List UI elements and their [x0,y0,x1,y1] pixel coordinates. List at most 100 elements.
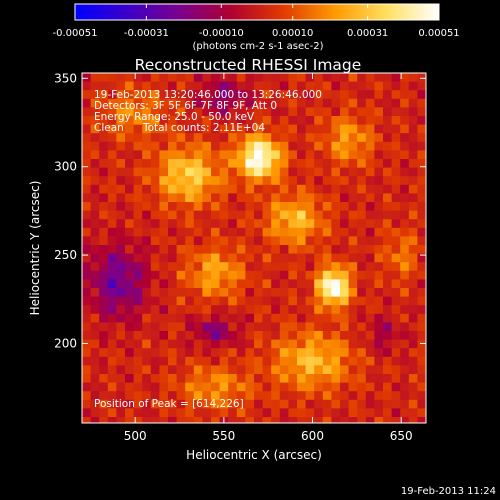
heatmap-cell [219,159,229,169]
heatmap-cell [219,150,229,160]
heatmap-cell [211,227,221,237]
heatmap-cell [116,167,126,177]
heatmap-cell [116,116,126,126]
heatmap-cell [193,313,203,323]
heatmap-cell [228,339,238,349]
heatmap-cell [211,107,221,117]
heatmap-cell [142,356,152,366]
heatmap-cell [288,253,298,263]
heatmap-cell [150,374,160,384]
heatmap-cell [262,202,272,212]
heatmap-cell [314,374,324,384]
heatmap-cell [116,408,126,418]
heatmap-cell [417,116,426,126]
heatmap-cell [408,193,418,203]
heatmap-cell [202,90,212,100]
heatmap-cell [417,90,426,100]
heatmap-cell [314,98,324,108]
heatmap-cell [107,90,117,100]
heatmap-cell [116,107,126,117]
heatmap-cell [340,210,350,220]
heatmap-cell [254,417,264,423]
heatmap-cell [279,159,289,169]
heatmap-cell [185,313,195,323]
heatmap-cell [314,227,324,237]
heatmap-cell [219,305,229,315]
heatmap-cell [82,107,92,117]
heatmap-cell [348,313,358,323]
heatmap-cell [142,98,152,108]
heatmap-cell [340,98,350,108]
heatmap-cell [159,391,169,401]
heatmap-cell [297,90,307,100]
heatmap-cell [90,262,100,272]
heatmap-cell [331,150,341,160]
heatmap-cell [176,408,186,418]
heatmap-cell [417,245,426,255]
heatmap-cell [185,365,195,375]
y-tick-label: 250 [54,248,77,262]
heatmap-cell [228,288,238,298]
heatmap-cell [245,176,255,186]
heatmap-cell [228,73,238,83]
heatmap-cell [125,236,135,246]
heatmap-cell [348,348,358,358]
heatmap-cell [365,262,375,272]
heatmap-cell [305,167,315,177]
heatmap-cell [365,141,375,151]
heatmap-cell [357,81,367,91]
y-tick-label: 350 [54,71,77,85]
heatmap-cell [400,408,410,418]
heatmap-cell [288,288,298,298]
heatmap-cell [365,159,375,169]
colorbar-tick-label: -0.00051 [53,28,98,39]
heatmap-cell [202,141,212,151]
heatmap-cell [331,81,341,91]
heatmap-cell [365,356,375,366]
heatmap-cell [228,408,238,418]
heatmap-cell [348,339,358,349]
heatmap-cell [279,348,289,358]
heatmap-cell [271,176,281,186]
heatmap-cell [168,167,178,177]
heatmap-cell [365,296,375,306]
heatmap-cell [90,141,100,151]
heatmap-cell [211,133,221,143]
heatmap-cell [391,408,401,418]
heatmap-cell [417,159,426,169]
heatmap-cell [254,90,264,100]
heatmap-cell [322,107,332,117]
heatmap-cell [116,348,126,358]
heatmap-cell [417,219,426,229]
heatmap-cell [82,90,92,100]
heatmap-cell [168,150,178,160]
heatmap-cell [417,305,426,315]
heatmap-cell [185,167,195,177]
heatmap-cell [176,279,186,289]
heatmap-cell [340,288,350,298]
heatmap-cell [297,253,307,263]
heatmap-cell [228,227,238,237]
heatmap-cell [383,356,393,366]
heatmap-cell [254,81,264,91]
heatmap-cell [168,305,178,315]
heatmap-cell [99,262,109,272]
heatmap-cell [374,90,384,100]
heatmap-cell [90,150,100,160]
heatmap-cell [211,408,221,418]
heatmap-cell [150,270,160,280]
heatmap-cell [348,288,358,298]
heatmap-cell [176,73,186,83]
info-time-range: 19-Feb-2013 13:20:46.000 to 13:26:46.000 [94,89,322,101]
heatmap-cell [125,107,135,117]
heatmap-cell [125,202,135,212]
heatmap-cell [176,124,186,134]
heatmap-cell [219,382,229,392]
heatmap-cell [305,159,315,169]
heatmap-cell [331,382,341,392]
heatmap-cell [374,81,384,91]
heatmap-cell [125,348,135,358]
heatmap-cell [211,356,221,366]
heatmap-cell [228,219,238,229]
heatmap-cell [374,313,384,323]
